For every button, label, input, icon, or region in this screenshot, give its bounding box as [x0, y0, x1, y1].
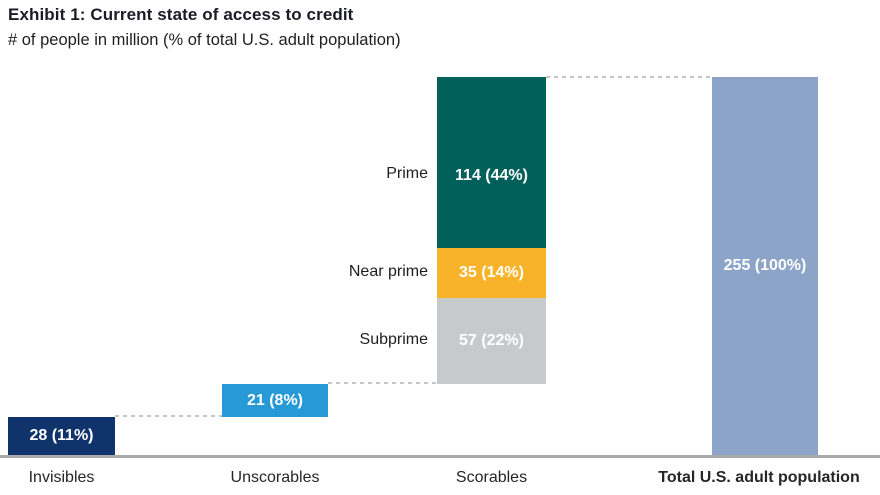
bar-segment-prime: 114 (44%) [437, 77, 546, 248]
axis-label-invisibles: Invisibles [28, 469, 95, 486]
bar-total-population: 255 (100%) [712, 77, 818, 455]
bar-unscorables: 21 (8%) [222, 384, 328, 417]
connector-scorables-to-total [546, 76, 712, 78]
chart-title: Exhibit 1: Current state of access to cr… [8, 5, 354, 24]
bar-value-subprime: 57 (22%) [459, 332, 524, 349]
chart-subtitle: # of people in million (% of total U.S. … [8, 31, 401, 49]
axis-label-total-population: Total U.S. adult population [658, 469, 860, 486]
bar-segment-near-prime: 35 (14%) [437, 248, 546, 298]
segment-label-prime: Prime [386, 165, 428, 182]
connector-unscorables-to-scorables [328, 382, 437, 384]
axis-label-unscorables: Unscorables [230, 469, 320, 486]
bar-value-invisibles: 28 (11%) [29, 427, 94, 444]
segment-label-near-prime: Near prime [348, 263, 428, 280]
bar-value-total-population: 255 (100%) [723, 257, 807, 274]
x-axis-baseline [0, 455, 880, 458]
segment-label-subprime: Subprime [359, 331, 428, 348]
bar-value-unscorables: 21 (8%) [246, 391, 304, 409]
bar-value-prime: 114 (44%) [455, 166, 528, 184]
bar-segment-subprime: 57 (22%) [437, 298, 546, 384]
axis-label-scorables: Scorables [455, 469, 528, 486]
bar-invisibles: 28 (11%) [8, 417, 115, 455]
connector-invisibles-to-unscorables [115, 415, 222, 417]
bar-value-near-prime: 35 (14%) [459, 264, 524, 281]
